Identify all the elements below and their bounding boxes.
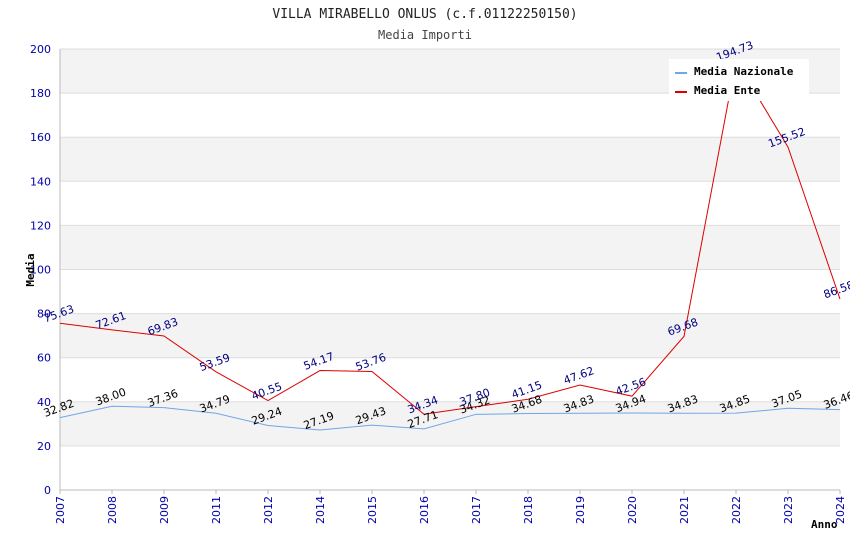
series-line-media-ente <box>59 59 841 415</box>
plot-band <box>60 357 840 402</box>
x-tick-label: 2023 <box>782 496 795 524</box>
plot-band <box>60 137 840 182</box>
x-tick-label: 2016 <box>418 496 431 524</box>
y-axis-label: Media <box>24 253 37 286</box>
x-tick-label: 2022 <box>730 496 743 524</box>
series-line-media-nazionale <box>59 405 841 431</box>
plot-band <box>60 225 840 270</box>
x-tick-label: 2024 <box>834 496 847 524</box>
y-tick-label: 160 <box>30 131 51 144</box>
x-tick-label: 2021 <box>678 496 691 524</box>
chart-title: VILLA MIRABELLO ONLUS (c.f.01122250150) <box>272 7 577 22</box>
legend-box <box>669 59 809 101</box>
plot-band <box>60 181 840 226</box>
x-tick-label: 2007 <box>54 496 67 524</box>
plot-band <box>60 401 840 446</box>
y-tick-label: 60 <box>37 352 51 365</box>
x-tick-label: 2009 <box>158 496 171 524</box>
plot-bands <box>60 49 840 490</box>
x-tick-label: 2017 <box>470 496 483 524</box>
x-tick-label: 2012 <box>262 496 275 524</box>
legend-label-media-ente: Media Ente <box>694 84 761 97</box>
chart-subtitle: Media Importi <box>378 28 472 42</box>
y-tick-label: 100 <box>30 264 51 277</box>
y-tick-label: 180 <box>30 87 51 100</box>
legend: Media Nazionale Media Ente <box>669 59 809 101</box>
x-axis-ticks: 2007 2008 2009 2011 2012 2014 2015 2016 2017 2018… <box>54 490 847 524</box>
y-tick-label: 0 <box>44 484 51 497</box>
y-tick-label: 40 <box>37 396 51 409</box>
y-axis-ticks: 0 20 40 60 80 100 120 140 160 180 200 <box>30 43 51 497</box>
y-tick-label: 20 <box>37 440 51 453</box>
x-tick-label: 2008 <box>106 496 119 524</box>
plot-band <box>60 269 840 314</box>
y-tick-label: 80 <box>37 308 51 321</box>
y-tick-label: 200 <box>30 43 51 56</box>
x-tick-label: 2020 <box>626 496 639 524</box>
y-tick-label: 120 <box>30 219 51 232</box>
y-tick-label: 140 <box>30 175 51 188</box>
series-group <box>59 59 841 431</box>
x-tick-label: 2015 <box>366 496 379 524</box>
plot-band <box>60 445 840 490</box>
x-tick-label: 2011 <box>210 496 223 524</box>
plot-band <box>60 313 840 358</box>
x-tick-label: 2019 <box>574 496 587 524</box>
x-axis-label: Anno <box>811 518 838 531</box>
x-tick-label: 2014 <box>314 496 327 524</box>
x-tick-label: 2018 <box>522 496 535 524</box>
legend-label-media-nazionale: Media Nazionale <box>694 65 794 78</box>
